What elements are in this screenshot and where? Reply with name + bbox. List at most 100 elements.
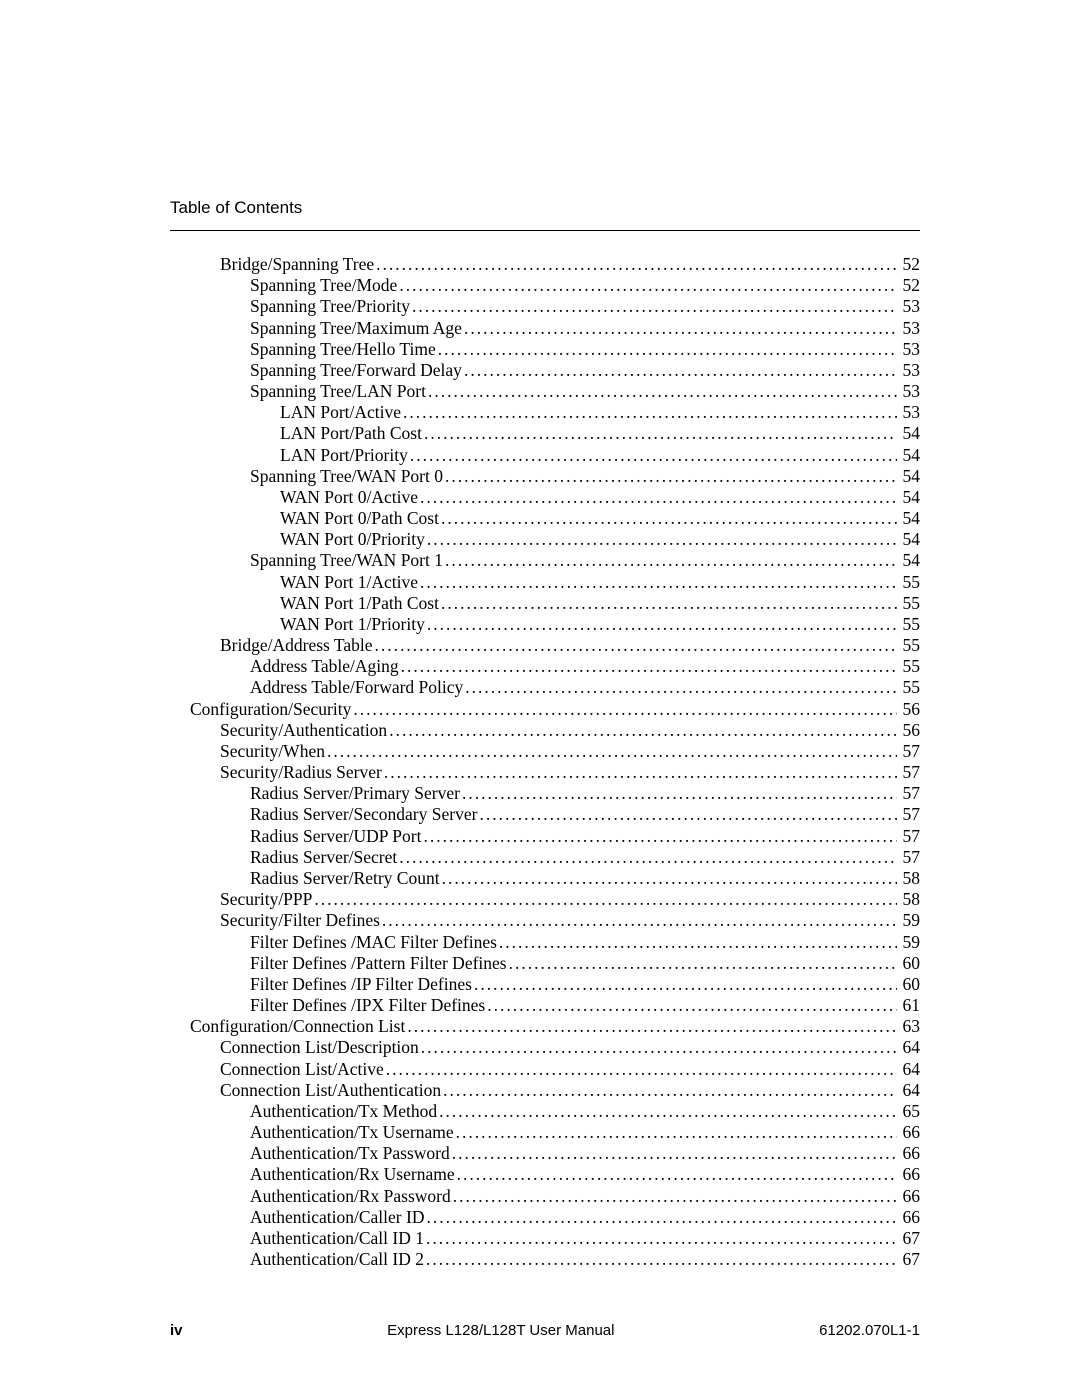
toc-leader-dots bbox=[462, 360, 897, 381]
toc-page-number: 63 bbox=[897, 1016, 921, 1037]
toc-entry: Filter Defines /MAC Filter Defines59 bbox=[170, 932, 920, 953]
toc-label: WAN Port 0/Priority bbox=[280, 529, 425, 550]
toc-page-number: 53 bbox=[897, 296, 921, 317]
toc-page-number: 55 bbox=[897, 614, 921, 635]
table-of-contents: Bridge/Spanning Tree 52 Spanning Tree/Mode… bbox=[170, 254, 920, 1270]
toc-label: Radius Server/Primary Server bbox=[250, 783, 460, 804]
toc-leader-dots bbox=[426, 381, 897, 402]
toc-entry: Spanning Tree/Forward Delay 53 bbox=[170, 360, 920, 381]
toc-entry: Filter Defines /Pattern Filter Defines 60 bbox=[170, 953, 920, 974]
toc-page-number: 57 bbox=[897, 847, 921, 868]
toc-leader-dots bbox=[374, 254, 896, 275]
toc-leader-dots bbox=[443, 466, 897, 487]
toc-leader-dots bbox=[399, 656, 897, 677]
toc-label: Spanning Tree/Mode bbox=[250, 275, 397, 296]
toc-page-number: 54 bbox=[897, 508, 921, 529]
toc-label: Bridge/Spanning Tree bbox=[220, 254, 374, 275]
toc-page-number: 59 bbox=[897, 910, 921, 931]
toc-entry: WAN Port 1/Path Cost55 bbox=[170, 593, 920, 614]
toc-label: Filter Defines /IP Filter Defines bbox=[250, 974, 472, 995]
toc-label: Authentication/Call ID 1 bbox=[250, 1228, 424, 1249]
toc-page-number: 53 bbox=[897, 318, 921, 339]
toc-page-number: 61 bbox=[897, 995, 921, 1016]
toc-page-number: 55 bbox=[897, 635, 921, 656]
toc-leader-dots bbox=[497, 932, 897, 953]
toc-page-number: 55 bbox=[897, 656, 921, 677]
toc-label: Spanning Tree/WAN Port 1 bbox=[250, 550, 443, 571]
toc-leader-dots bbox=[382, 762, 897, 783]
toc-entry: Filter Defines /IP Filter Defines 60 bbox=[170, 974, 920, 995]
toc-entry: Filter Defines /IPX Filter Defines 61 bbox=[170, 995, 920, 1016]
toc-page-number: 58 bbox=[897, 889, 921, 910]
toc-page-number: 60 bbox=[897, 953, 921, 974]
toc-label: Authentication/Rx Password bbox=[250, 1186, 451, 1207]
toc-entry: Authentication/Call ID 267 bbox=[170, 1249, 920, 1270]
toc-leader-dots bbox=[443, 550, 897, 571]
toc-label: Authentication/Tx Password bbox=[250, 1143, 450, 1164]
toc-entry: Spanning Tree/Priority 53 bbox=[170, 296, 920, 317]
toc-label: Filter Defines /IPX Filter Defines bbox=[250, 995, 485, 1016]
toc-page-number: 66 bbox=[897, 1164, 921, 1185]
toc-leader-dots bbox=[397, 275, 896, 296]
toc-page-number: 55 bbox=[897, 677, 921, 698]
toc-label: Authentication/Tx Method bbox=[250, 1101, 437, 1122]
toc-label: Spanning Tree/Forward Delay bbox=[250, 360, 462, 381]
footer-center: Express L128/L128T User Manual bbox=[183, 1322, 820, 1339]
toc-entry: WAN Port 1/Priority55 bbox=[170, 614, 920, 635]
toc-page-number: 52 bbox=[897, 275, 921, 296]
toc-leader-dots bbox=[455, 1164, 897, 1185]
footer-right: 61202.070L1-1 bbox=[819, 1322, 920, 1339]
page-footer: iv Express L128/L128T User Manual 61202.… bbox=[170, 1322, 920, 1339]
toc-page-number: 57 bbox=[897, 762, 921, 783]
toc-entry: Configuration/Security56 bbox=[170, 699, 920, 720]
toc-entry: Security/When57 bbox=[170, 741, 920, 762]
toc-leader-dots bbox=[460, 783, 897, 804]
toc-label: Spanning Tree/Hello Time bbox=[250, 339, 436, 360]
toc-label: Spanning Tree/Maximum Age bbox=[250, 318, 462, 339]
toc-entry: Bridge/Spanning Tree 52 bbox=[170, 254, 920, 275]
toc-page-number: 57 bbox=[897, 741, 921, 762]
toc-leader-dots bbox=[485, 995, 896, 1016]
toc-label: WAN Port 0/Path Cost bbox=[280, 508, 439, 529]
toc-page-number: 54 bbox=[897, 550, 921, 571]
toc-label: Address Table/Forward Policy bbox=[250, 677, 463, 698]
toc-entry: Address Table/Aging55 bbox=[170, 656, 920, 677]
toc-entry: WAN Port 0/Active54 bbox=[170, 487, 920, 508]
toc-leader-dots bbox=[312, 889, 896, 910]
toc-leader-dots bbox=[462, 318, 897, 339]
toc-entry: Radius Server/Retry Count 58 bbox=[170, 868, 920, 889]
toc-label: Filter Defines /Pattern Filter Defines bbox=[250, 953, 507, 974]
toc-leader-dots bbox=[422, 423, 897, 444]
toc-label: Security/Authentication bbox=[220, 720, 387, 741]
toc-label: Authentication/Caller ID bbox=[250, 1207, 424, 1228]
toc-entry: Spanning Tree/WAN Port 1 54 bbox=[170, 550, 920, 571]
toc-label: Radius Server/Secret bbox=[250, 847, 397, 868]
toc-entry: Spanning Tree/WAN Port 054 bbox=[170, 466, 920, 487]
toc-leader-dots bbox=[477, 804, 896, 825]
toc-page-number: 58 bbox=[897, 868, 921, 889]
header-rule bbox=[170, 230, 920, 231]
toc-label: Connection List/Active bbox=[220, 1059, 384, 1080]
toc-leader-dots bbox=[451, 1186, 897, 1207]
toc-entry: WAN Port 0/Priority54 bbox=[170, 529, 920, 550]
toc-page-number: 54 bbox=[897, 445, 921, 466]
toc-label: Spanning Tree/Priority bbox=[250, 296, 410, 317]
toc-label: Radius Server/Retry Count bbox=[250, 868, 440, 889]
toc-page-number: 54 bbox=[897, 466, 921, 487]
toc-entry: Spanning Tree/LAN Port53 bbox=[170, 381, 920, 402]
toc-label: Security/Radius Server bbox=[220, 762, 382, 783]
toc-leader-dots bbox=[424, 1249, 897, 1270]
toc-page-number: 52 bbox=[897, 254, 921, 275]
toc-page-number: 53 bbox=[897, 360, 921, 381]
toc-entry: Radius Server/Primary Server57 bbox=[170, 783, 920, 804]
toc-leader-dots bbox=[439, 593, 897, 614]
toc-leader-dots bbox=[387, 720, 896, 741]
toc-page-number: 66 bbox=[897, 1122, 921, 1143]
toc-leader-dots bbox=[424, 1207, 896, 1228]
toc-page-number: 60 bbox=[897, 974, 921, 995]
toc-label: LAN Port/Path Cost bbox=[280, 423, 422, 444]
toc-entry: LAN Port/Active53 bbox=[170, 402, 920, 423]
toc-leader-dots bbox=[436, 339, 897, 360]
toc-page-number: 64 bbox=[897, 1080, 921, 1101]
toc-leader-dots bbox=[397, 847, 896, 868]
